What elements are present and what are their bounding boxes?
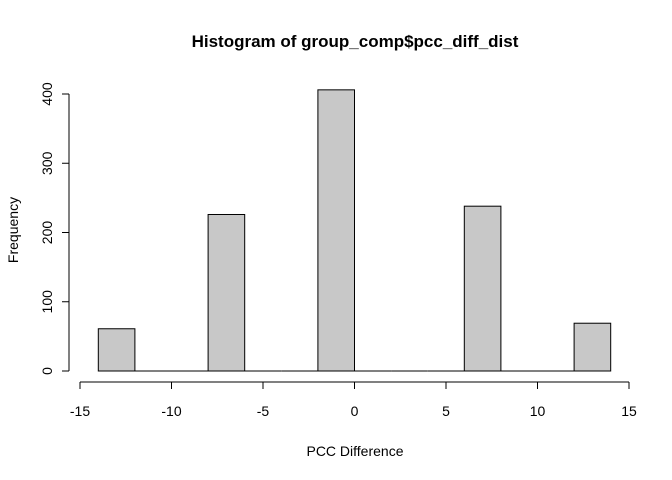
x-tick-label: 10 [530,403,546,419]
x-tick-label: 5 [442,403,450,419]
y-tick-label: 100 [39,290,55,314]
y-tick-label: 200 [39,221,55,245]
x-axis: -15 -10 -5 0 5 10 15 [70,381,637,419]
x-tick-label: 0 [351,403,359,419]
x-tick-label: -5 [257,403,270,419]
y-axis-label: Frequency [5,197,21,263]
chart-title: Histogram of group_comp$pcc_diff_dist [192,32,519,51]
x-tick-label: -10 [161,403,181,419]
x-tick-label: 15 [621,403,637,419]
x-tick-label: -15 [70,403,90,419]
histogram-bar [463,205,502,372]
y-tick-label: 0 [39,367,55,375]
histogram-bar [207,213,246,372]
y-axis: 0 100 200 300 400 [39,82,70,375]
histogram-bar [573,322,612,372]
y-tick-label: 400 [39,82,55,106]
histogram-bars [97,89,612,372]
histogram-bar [317,89,355,372]
y-tick-label: 300 [39,151,55,175]
histogram-bar [97,328,136,372]
x-axis-label: PCC Difference [306,443,403,459]
